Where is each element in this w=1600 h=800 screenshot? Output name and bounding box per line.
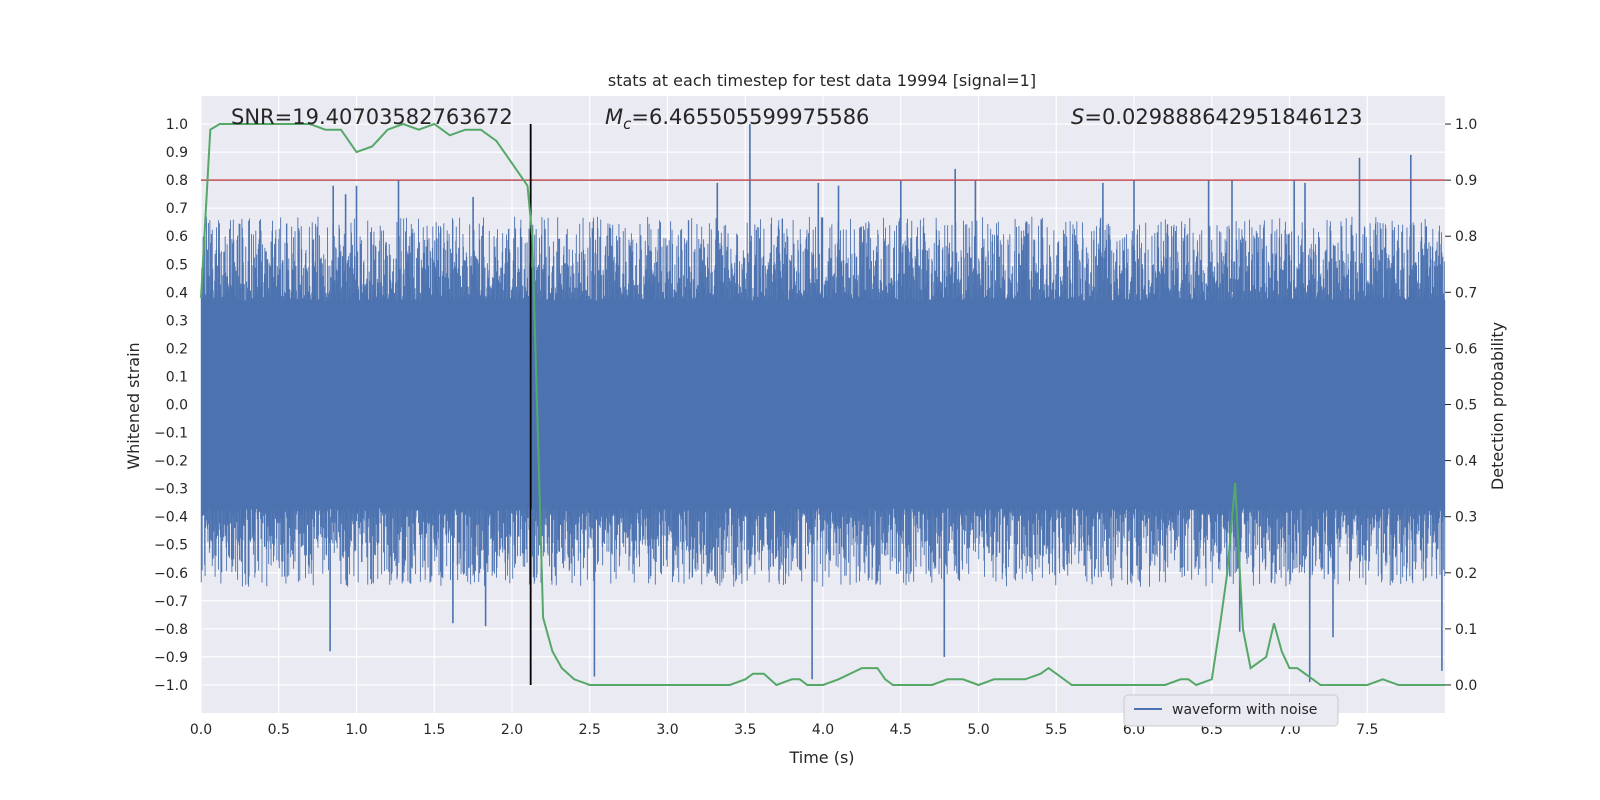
legend: waveform with noise xyxy=(1123,694,1339,727)
strain-series xyxy=(200,124,1446,683)
y-right-tick-label: 0.7 xyxy=(1455,285,1477,301)
y-tick-label: −0.3 xyxy=(154,482,188,498)
y-right-tick-label: 0.8 xyxy=(1455,229,1477,245)
x-tick-label: 4.0 xyxy=(812,722,834,738)
x-tick-label: 3.0 xyxy=(656,722,678,738)
mc-annotation: Mc=6.465505599975586 xyxy=(605,105,869,133)
y-right-tick-label: 0.2 xyxy=(1455,566,1477,582)
x-tick-label: 3.5 xyxy=(734,722,756,738)
y-right-tick-label: 0.6 xyxy=(1455,341,1477,357)
y-tick-label: 0.2 xyxy=(166,341,188,357)
y-right-ticks: 1.0 0.9 0.8 0.7 0.6 0.5 0.4 0.3 0.2 0.1 0.0 xyxy=(1445,117,1477,694)
y-right-tick-label: 0.0 xyxy=(1455,678,1477,694)
y-right-axis-label: Detection probability xyxy=(1488,322,1507,490)
y-right-tick-label: 0.5 xyxy=(1455,398,1477,414)
x-tick-label: 1.0 xyxy=(345,722,367,738)
x-axis-label: Time (s) xyxy=(788,748,854,767)
x-tick-label: 2.5 xyxy=(579,722,601,738)
mc-value: =6.465505599975586 xyxy=(631,105,869,129)
x-tick-label: 5.0 xyxy=(967,722,989,738)
s-value: =0.029888642951846123 xyxy=(1084,105,1362,129)
snr-annotation: SNR=19.40703582763672 xyxy=(231,105,513,129)
x-tick-label: 0.5 xyxy=(268,722,290,738)
x-tick-label: 0.0 xyxy=(190,722,212,738)
legend-label: waveform with noise xyxy=(1172,702,1317,718)
x-tick-label: 7.5 xyxy=(1356,722,1378,738)
chart-title: stats at each timestep for test data 199… xyxy=(608,71,1036,90)
y-tick-label: 0.0 xyxy=(166,398,188,414)
y-right-tick-label: 0.9 xyxy=(1455,173,1477,189)
y-tick-label: −0.5 xyxy=(154,538,188,554)
mc-symbol: M xyxy=(605,105,623,129)
y-right-tick-label: 0.4 xyxy=(1455,454,1477,470)
y-tick-label: 0.9 xyxy=(166,145,188,161)
y-right-tick-label: 1.0 xyxy=(1455,117,1477,133)
y-right-tick-label: 0.1 xyxy=(1455,622,1477,638)
y-tick-label: 0.7 xyxy=(166,201,188,217)
y-tick-label: 0.1 xyxy=(166,369,188,385)
y-tick-label: 1.0 xyxy=(166,117,188,133)
y-tick-label: −0.8 xyxy=(154,622,188,638)
y-ticks: 1.0 0.9 0.8 0.7 0.6 0.5 0.4 0.3 0.2 0.1 0.0 −0.1 −0.… xyxy=(154,117,188,694)
x-tick-label: 1.5 xyxy=(423,722,445,738)
y-tick-label: −0.6 xyxy=(154,566,188,582)
y-tick-label: −0.4 xyxy=(154,510,188,526)
y-tick-label: 0.4 xyxy=(166,285,188,301)
mc-subscript: c xyxy=(623,115,632,133)
y-right-tick-label: 0.3 xyxy=(1455,510,1477,526)
s-annotation: S=0.029888642951846123 xyxy=(1071,105,1362,129)
y-tick-label: 0.8 xyxy=(166,173,188,189)
y-tick-label: 0.3 xyxy=(166,313,188,329)
y-tick-label: −0.9 xyxy=(154,650,188,666)
y-tick-label: 0.6 xyxy=(166,229,188,245)
x-tick-label: 2.0 xyxy=(501,722,523,738)
y-tick-label: −1.0 xyxy=(154,678,188,694)
y-tick-label: 0.5 xyxy=(166,257,188,273)
y-tick-label: −0.1 xyxy=(154,426,188,442)
y-tick-label: −0.7 xyxy=(154,594,188,610)
y-tick-label: −0.2 xyxy=(154,454,188,470)
s-symbol: S xyxy=(1071,105,1084,129)
x-tick-label: 5.5 xyxy=(1045,722,1067,738)
y-axis-label: Whitened strain xyxy=(124,342,143,469)
x-tick-label: 4.5 xyxy=(890,722,912,738)
probability-series xyxy=(200,122,1445,687)
waveform-noise-trace xyxy=(200,216,1446,587)
detection-probability-line xyxy=(200,122,1445,687)
legend-box xyxy=(1123,694,1339,727)
